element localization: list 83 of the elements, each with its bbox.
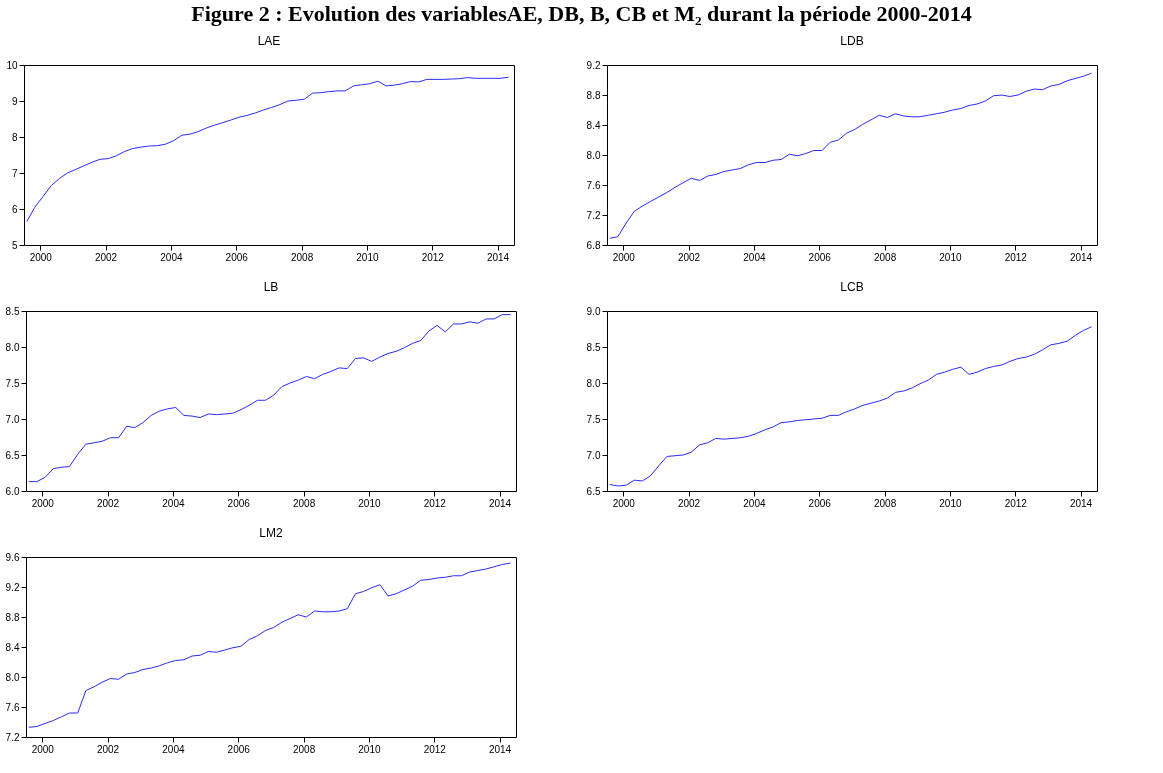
x-tick-label: 2008 [292, 497, 316, 509]
x-tick-label: 2004 [743, 251, 766, 263]
line-series [26, 76, 510, 223]
y-tick-label: 5 [11, 239, 18, 251]
x-tick-label: 2006 [225, 251, 249, 263]
x-tick-label: 2002 [677, 251, 701, 263]
y-tick-label: 9.0 [586, 305, 601, 317]
x-tick-label: 2000 [612, 251, 636, 263]
x-tick-label: 2012 [1004, 497, 1028, 509]
x-tick-label: 2012 [1004, 251, 1028, 263]
y-tick-label: 9.2 [5, 581, 20, 593]
x-tick-label: 2008 [873, 251, 897, 263]
y-tick-label: 6 [11, 203, 18, 215]
x-tick-label: 2000 [29, 251, 53, 263]
x-tick-label: 2004 [162, 497, 185, 509]
y-tick-label: 6.0 [5, 485, 20, 497]
y-tick-label: 8.0 [5, 341, 20, 353]
x-tick-label: 2010 [358, 743, 381, 755]
y-tick-label: 8.0 [5, 671, 20, 683]
x-tick-label: 2006 [808, 497, 832, 509]
x-tick-label: 2008 [290, 251, 314, 263]
x-tick-label: 2014 [486, 251, 510, 263]
x-tick-label: 2012 [421, 251, 445, 263]
x-tick-label: 2012 [423, 743, 447, 755]
x-tick-label: 2006 [808, 251, 832, 263]
x-tick-label: 2010 [939, 251, 962, 263]
y-tick-label: 8.0 [586, 149, 601, 161]
x-tick-label: 2002 [96, 497, 120, 509]
x-tick-label: 2004 [160, 251, 183, 263]
y-tick-label: 6.5 [5, 449, 20, 461]
y-tick-label: 9 [11, 95, 18, 107]
y-tick-label: 8.5 [586, 341, 601, 353]
line-series [609, 72, 1093, 239]
y-tick-label: 7.0 [5, 413, 20, 425]
y-tick-label: 7.6 [586, 179, 601, 191]
x-tick-label: 2014 [488, 497, 512, 509]
y-tick-label: 8.8 [586, 89, 601, 101]
x-tick-label: 2014 [1069, 497, 1093, 509]
y-tick-label: 8.4 [586, 119, 601, 131]
x-tick-label: 2014 [1069, 251, 1093, 263]
y-tick-label: 8.4 [5, 641, 20, 653]
x-tick-label: 2010 [358, 497, 381, 509]
y-tick-label: 7.6 [5, 701, 20, 713]
x-tick-label: 2000 [612, 497, 636, 509]
x-tick-label: 2006 [227, 497, 251, 509]
y-tick-label: 6.5 [586, 485, 601, 497]
chart-title: LB [263, 280, 279, 294]
y-tick-label: 9.6 [5, 551, 20, 563]
y-tick-label: 7.5 [586, 413, 601, 425]
chart-title: LCB [840, 280, 864, 294]
x-tick-label: 2010 [356, 251, 379, 263]
y-tick-label: 7.2 [5, 731, 20, 743]
y-tick-label: 8 [11, 131, 18, 143]
y-tick-label: 7.5 [5, 377, 20, 389]
x-tick-label: 2002 [677, 497, 701, 509]
y-tick-label: 7 [11, 167, 18, 179]
x-tick-label: 2002 [96, 743, 120, 755]
x-tick-label: 2000 [31, 497, 55, 509]
x-tick-label: 2004 [743, 497, 766, 509]
y-tick-label: 9.2 [586, 59, 601, 71]
chart-title: LDB [840, 34, 864, 48]
y-tick-label: 10 [6, 59, 18, 71]
y-tick-label: 7.2 [586, 209, 601, 221]
x-tick-label: 2006 [227, 743, 251, 755]
x-tick-label: 2008 [873, 497, 897, 509]
x-tick-label: 2012 [423, 497, 447, 509]
y-tick-label: 6.8 [586, 239, 601, 251]
chart-title: LM2 [259, 526, 283, 540]
y-tick-label: 7.0 [586, 449, 601, 461]
y-tick-label: 8.8 [5, 611, 20, 623]
line-series [28, 314, 512, 483]
text: Figure 2 : Evolution des variablesAE, DB, B, CB et M₂ durant la période 2000-2014 [190, 0, 973, 28]
line-series [28, 562, 512, 728]
x-tick-label: 2000 [31, 743, 55, 755]
y-tick-label: 8.5 [5, 305, 20, 317]
y-tick-label: 8.0 [586, 377, 601, 389]
x-tick-label: 2014 [488, 743, 512, 755]
x-tick-label: 2004 [162, 743, 185, 755]
chart-title: LAE [257, 34, 281, 48]
x-tick-label: 2008 [292, 743, 316, 755]
x-tick-label: 2010 [939, 497, 962, 509]
line-series [609, 326, 1093, 487]
x-tick-label: 2002 [94, 251, 118, 263]
